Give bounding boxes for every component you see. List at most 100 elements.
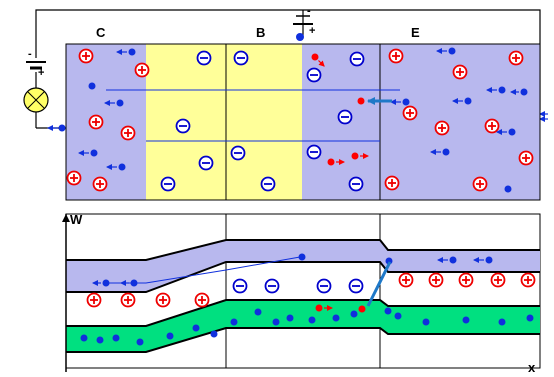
electron-dot bbox=[128, 48, 136, 56]
electron-dot bbox=[298, 253, 306, 261]
acceptor-ion-icon bbox=[306, 144, 322, 160]
band-current-arrow-icon bbox=[366, 261, 392, 307]
electron-dot bbox=[449, 256, 457, 264]
acceptor-ion-icon bbox=[348, 278, 364, 294]
electron-dot bbox=[462, 316, 470, 324]
region-label-c: C bbox=[96, 25, 106, 40]
donor-ion-icon bbox=[66, 170, 82, 186]
electron-dot bbox=[192, 324, 200, 332]
donor-ion-icon bbox=[428, 272, 444, 288]
electron-dot bbox=[116, 99, 124, 107]
donor-ion-icon bbox=[398, 272, 414, 288]
battery-minus-sign: - bbox=[28, 48, 32, 60]
donor-ion-icon bbox=[402, 105, 418, 121]
acceptor-ion-icon bbox=[196, 50, 212, 66]
donor-ion-icon bbox=[472, 176, 488, 192]
base-battery-minus: - bbox=[307, 5, 311, 17]
electron-dot bbox=[384, 307, 392, 315]
electron-dot bbox=[118, 163, 126, 171]
electron-dot bbox=[88, 82, 96, 90]
base-electron bbox=[296, 33, 304, 41]
donor-ion-icon bbox=[134, 62, 150, 78]
acceptor-ion-icon bbox=[337, 109, 353, 125]
electron-dot bbox=[526, 314, 534, 322]
lamp-icon bbox=[23, 87, 49, 113]
electron-dot bbox=[96, 336, 104, 344]
donor-ion-icon bbox=[508, 50, 524, 66]
electron-trails bbox=[106, 89, 400, 142]
donor-ion-icon bbox=[458, 272, 474, 288]
electron-dot bbox=[80, 334, 88, 342]
valence-band bbox=[66, 300, 540, 352]
donor-ion-icon bbox=[384, 175, 400, 191]
hole-dot bbox=[327, 158, 335, 166]
base-region bbox=[146, 44, 302, 200]
electron-dot bbox=[230, 318, 238, 326]
electron-dot bbox=[485, 256, 493, 264]
donor-ion-icon bbox=[120, 125, 136, 141]
band-diagram bbox=[65, 213, 541, 372]
electron-dot bbox=[464, 97, 472, 105]
electron-dot bbox=[332, 314, 340, 322]
electron-dot bbox=[286, 314, 294, 322]
acceptor-ion-icon bbox=[233, 50, 249, 66]
electron-dot bbox=[350, 310, 358, 318]
electron-dot bbox=[254, 308, 262, 316]
hole-dot bbox=[311, 53, 319, 61]
acceptor-ion-icon bbox=[349, 51, 365, 67]
electron-dot bbox=[90, 149, 98, 157]
x-axis-label: x bbox=[528, 360, 536, 375]
electron-dot bbox=[520, 88, 528, 96]
acceptor-ion-icon bbox=[348, 176, 364, 192]
right-wire-arrows bbox=[539, 111, 548, 122]
electron-dot bbox=[308, 316, 316, 324]
acceptor-ion-icon bbox=[230, 145, 246, 161]
acceptor-ion-icon bbox=[198, 155, 214, 171]
donor-ion-icon bbox=[490, 272, 506, 288]
electron-dot bbox=[130, 279, 138, 287]
energy-axis-arrow-icon bbox=[62, 214, 70, 222]
electron-dot bbox=[498, 86, 506, 94]
electron-dot bbox=[402, 98, 410, 106]
acceptor-ion-icon bbox=[316, 278, 332, 294]
hole-dot bbox=[357, 97, 365, 105]
electron-dot bbox=[508, 128, 516, 136]
acceptor-ion-icon bbox=[306, 67, 322, 83]
electron-dot bbox=[498, 318, 506, 326]
electron-dot bbox=[394, 312, 402, 320]
electron-dot bbox=[442, 148, 450, 156]
electron-dot bbox=[166, 332, 174, 340]
donor-ion-icon bbox=[92, 176, 108, 192]
donor-ion-icon bbox=[155, 292, 171, 308]
donor-ion-icon bbox=[452, 64, 468, 80]
acceptor-ion-icon bbox=[232, 278, 248, 294]
electron-dot bbox=[210, 330, 218, 338]
donor-ion-icon bbox=[388, 48, 404, 64]
hole-arrow bbox=[318, 60, 325, 67]
wire-electron bbox=[58, 124, 66, 132]
region-label-e: E bbox=[411, 25, 420, 40]
donor-ion-icon bbox=[518, 150, 534, 166]
energy-axis-label: W bbox=[70, 212, 83, 227]
acceptor-ion-icon bbox=[175, 118, 191, 134]
battery-plus-sign: + bbox=[38, 67, 44, 79]
electron-dot bbox=[112, 334, 120, 342]
donor-ion-icon bbox=[484, 118, 500, 134]
base-battery-icon: - + bbox=[293, 5, 315, 41]
battery-icon: - + bbox=[26, 48, 46, 79]
donor-ion-icon bbox=[120, 292, 136, 308]
acceptor-ion-icon bbox=[160, 176, 176, 192]
electron-dot bbox=[504, 185, 512, 193]
acceptor-ion-icon bbox=[264, 278, 280, 294]
donor-ion-icon bbox=[88, 114, 104, 130]
region-label-b: B bbox=[256, 25, 265, 40]
electron-dot bbox=[422, 318, 430, 326]
conduction-band bbox=[66, 240, 540, 292]
emitter-region bbox=[302, 44, 540, 200]
hole-dot bbox=[358, 305, 366, 313]
acceptor-ion-icon bbox=[260, 176, 276, 192]
electron-dot bbox=[102, 279, 110, 287]
top-particles bbox=[66, 47, 534, 193]
hole-dot bbox=[315, 304, 323, 312]
